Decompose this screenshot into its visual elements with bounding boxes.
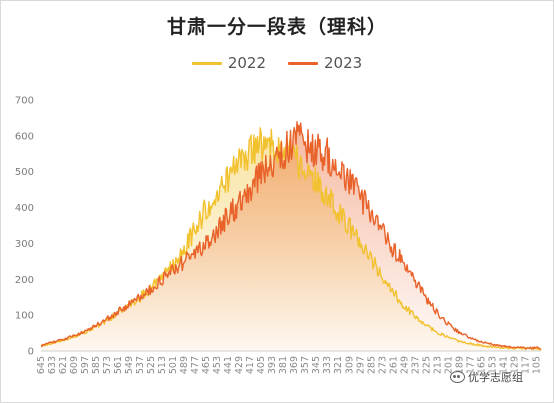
x-tick-label: 477 — [190, 356, 201, 374]
x-tick-label: 621 — [58, 356, 69, 374]
x-tick-label: 609 — [69, 356, 80, 374]
legend-item-2022: 2022 — [191, 54, 266, 72]
x-tick-label: 297 — [355, 356, 366, 374]
x-tick-label: 501 — [168, 356, 179, 374]
legend-label-2022: 2022 — [227, 54, 266, 72]
x-tick-label: 237 — [410, 356, 421, 374]
x-tick-label: 225 — [421, 356, 432, 374]
chart-title: 甘肃一分一段表（理科） — [166, 16, 387, 38]
legend-item-2023: 2023 — [288, 54, 362, 72]
x-tick-label: 273 — [377, 356, 388, 374]
x-tick-label: 585 — [91, 356, 102, 374]
x-tick-label: 213 — [432, 356, 443, 374]
x-tick-label: 633 — [47, 356, 58, 374]
x-tick-label: 429 — [234, 356, 245, 374]
x-tick-label: 453 — [212, 356, 223, 374]
x-tick-label: 573 — [102, 356, 113, 374]
x-tick-label: 369 — [289, 356, 300, 374]
y-tick-label: 600 — [15, 131, 34, 142]
x-tick-label: 465 — [201, 356, 212, 374]
legend-swatch-2023 — [288, 61, 318, 65]
series-line-2023 — [40, 121, 542, 351]
y-tick-label: 700 — [15, 96, 34, 107]
y-tick-label: 500 — [15, 167, 34, 178]
x-tick-label: 393 — [267, 356, 278, 374]
x-tick-label: 597 — [80, 356, 91, 374]
x-tick-label: 261 — [388, 356, 399, 374]
x-tick-label: 105 — [531, 356, 542, 374]
x-tick-label: 333 — [322, 356, 333, 374]
x-tick-label: 249 — [399, 356, 410, 374]
y-tick-label: 300 — [15, 239, 34, 250]
legend-label-2023: 2023 — [324, 54, 363, 72]
x-tick-label: 345 — [311, 356, 322, 374]
watermark-text: 优学志愿组 — [468, 371, 523, 384]
x-tick-label: 489 — [179, 356, 190, 374]
legend-swatch-2022 — [191, 61, 222, 65]
x-tick-label: 441 — [223, 356, 234, 374]
x-tick-label: 537 — [135, 356, 146, 374]
wechat-icon — [450, 371, 465, 383]
y-tick-label: 0 — [28, 347, 34, 358]
x-tick-label: 117 — [520, 356, 531, 374]
x-tick-label: 153 — [487, 356, 498, 374]
x-tick-label: 309 — [344, 356, 355, 374]
x-tick-label: 357 — [300, 356, 311, 374]
x-tick-label: 201 — [443, 356, 454, 374]
x-tick-label: 177 — [465, 356, 476, 374]
x-tick-label: 321 — [333, 356, 344, 374]
x-tick-label: 549 — [124, 356, 135, 374]
x-tick-label: 561 — [113, 356, 124, 374]
x-tick-label: 129 — [509, 356, 520, 374]
x-tick-label: 141 — [498, 356, 509, 374]
x-tick-label: 165 — [476, 356, 487, 374]
watermark: 优学志愿组 — [450, 369, 523, 385]
x-tick-label: 189 — [454, 356, 465, 374]
x-tick-label: 381 — [278, 356, 289, 374]
x-tick-label: 417 — [245, 356, 256, 374]
x-tick-label: 525 — [146, 356, 157, 374]
y-tick-label: 400 — [15, 203, 34, 214]
legend: 2022 2023 — [0, 54, 554, 72]
series-area-2023 — [41, 121, 541, 351]
x-tick-label: 645 — [36, 356, 47, 374]
y-tick-label: 100 — [15, 311, 34, 322]
x-tick-label: 285 — [366, 356, 377, 374]
y-tick-label: 200 — [15, 275, 34, 286]
x-tick-label: 405 — [256, 356, 267, 374]
x-tick-label: 513 — [157, 356, 168, 374]
